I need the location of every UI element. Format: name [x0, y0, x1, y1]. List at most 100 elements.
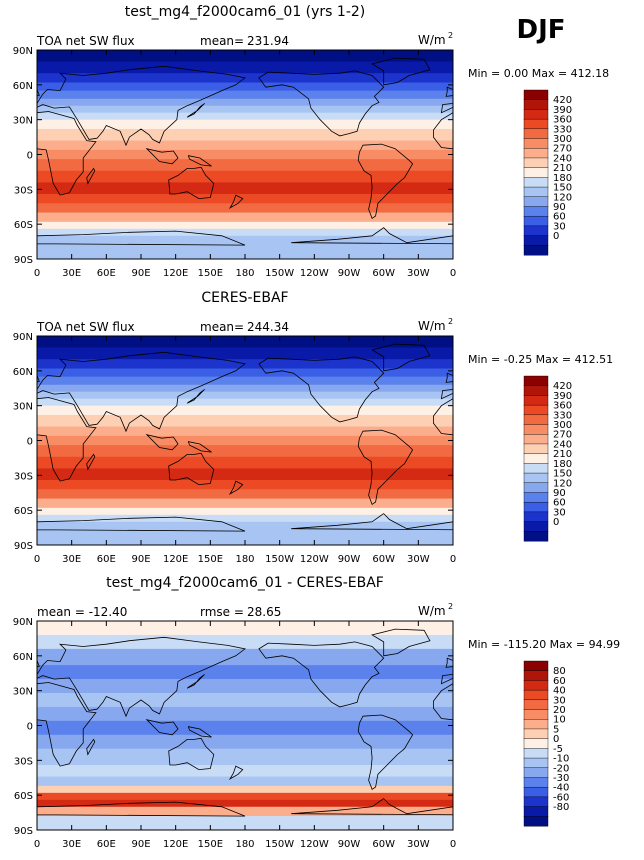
colorbar-label: 390 — [553, 105, 572, 116]
colorbar-cell — [523, 404, 549, 416]
lat-label: 90N — [13, 46, 33, 57]
continent-madagascar — [86, 738, 96, 756]
continent-australia — [168, 737, 215, 771]
units-label: W/m — [418, 319, 446, 333]
colorbar-cell — [523, 167, 549, 178]
continent-nz — [228, 194, 244, 209]
colorbar-cell — [523, 786, 549, 798]
lon-label: 0 — [34, 268, 40, 279]
colorbar-cell — [523, 157, 549, 169]
zonal-band — [37, 182, 453, 195]
colorbar-label: 420 — [553, 381, 572, 392]
colorbar-cell — [523, 777, 549, 788]
colorbar-cell — [523, 235, 549, 246]
land-mass — [37, 628, 453, 830]
colorbar-label: 90 — [553, 488, 566, 499]
lon-label: 30E — [62, 839, 81, 850]
panel-stat-value: 28.65 — [247, 605, 281, 619]
lon-label: 90W — [338, 839, 361, 850]
lon-label: 120E — [163, 554, 188, 565]
zonal-band — [37, 799, 453, 808]
zonal-band — [37, 212, 453, 223]
colorbar-cell — [523, 689, 549, 701]
colorbar-cell — [523, 511, 549, 523]
zonal-band — [37, 498, 453, 509]
lat-label: 30S — [14, 756, 33, 767]
colorbar-cell — [523, 719, 549, 730]
colorbar-label: 300 — [553, 134, 572, 145]
colorbar-cell — [523, 472, 549, 484]
panel-left-label: TOA net SW flux — [36, 320, 135, 334]
zonal-band — [37, 706, 453, 722]
land-mass — [37, 57, 453, 259]
colorbar-label: 420 — [553, 95, 572, 106]
colorbar-cell — [523, 492, 549, 503]
colorbar-cell — [523, 521, 549, 532]
colorbar-label: 360 — [553, 401, 572, 412]
colorbar-label: 240 — [553, 439, 572, 450]
continent-madagascar — [86, 453, 96, 471]
zonal-band — [37, 479, 453, 490]
continent-antarctica — [291, 798, 453, 830]
colorbar-cell — [523, 482, 549, 493]
zonal-band — [37, 734, 453, 750]
panel-stat-label: mean= — [200, 320, 244, 334]
panel-title: test_mg4_f2000cam6_01 (yrs 1-2) — [125, 4, 366, 20]
lon-label: 90W — [338, 268, 361, 279]
lat-label: 0 — [27, 722, 33, 733]
colorbar-cell — [523, 148, 549, 159]
zonal-band — [37, 119, 453, 130]
zonal-band — [37, 468, 453, 481]
lat-label: 60N — [13, 81, 33, 92]
colorbar-cell — [523, 118, 549, 130]
colorbar-cell — [523, 206, 549, 217]
colorbar-cell — [523, 738, 549, 749]
colorbar-label: 90 — [553, 202, 566, 213]
colorbar-cell — [523, 680, 549, 691]
lon-label: 0 — [34, 839, 40, 850]
colorbar-label: 240 — [553, 153, 572, 164]
lon-label: 180 — [235, 554, 254, 565]
zonal-band — [37, 376, 453, 386]
colorbar-cell — [523, 816, 549, 827]
lat-label: 60N — [13, 652, 33, 663]
continent-samerica — [357, 714, 414, 791]
lat-label: 90S — [14, 541, 33, 552]
colorbar-cell — [523, 757, 549, 769]
continent-greenland — [371, 628, 431, 657]
panel-stat-value: 231.94 — [247, 34, 289, 48]
colorbar-label: 60 — [553, 212, 566, 223]
lon-label: 180 — [235, 268, 254, 279]
lon-label: 60W — [372, 268, 395, 279]
colorbar-label: 60 — [553, 676, 566, 687]
lat-label: 0 — [27, 437, 33, 448]
lon-label: 60W — [372, 839, 395, 850]
lon-label: 30E — [62, 554, 81, 565]
colorbar-cell — [523, 767, 549, 778]
continent-antarctica — [37, 516, 246, 545]
continent-antarctica — [37, 801, 246, 830]
colorbar-label: 210 — [553, 449, 572, 460]
colorbar-cell — [523, 99, 549, 110]
colorbar-cell — [523, 177, 549, 188]
continent-uk — [445, 372, 453, 383]
lat-label: 0 — [27, 151, 33, 162]
colorbar-label: 180 — [553, 459, 572, 470]
zonal-band — [37, 776, 453, 787]
lon-label: 150W — [265, 554, 294, 565]
continent-antarctica — [291, 227, 453, 259]
continent-namerica — [258, 70, 385, 137]
lon-label: 60E — [97, 839, 116, 850]
continent-indonesia — [145, 147, 179, 165]
colorbar-cell — [523, 728, 549, 740]
colorbar-label: 60 — [553, 498, 566, 509]
lat-label: 30N — [13, 687, 33, 698]
continent-japan — [186, 389, 205, 404]
colorbar-cell — [523, 501, 549, 513]
continent-greenland — [371, 57, 431, 86]
lon-label: 120E — [163, 268, 188, 279]
lat-label: 30S — [14, 185, 33, 196]
continent-africa — [37, 111, 97, 196]
panel-title: CERES-EBAF — [201, 290, 288, 306]
